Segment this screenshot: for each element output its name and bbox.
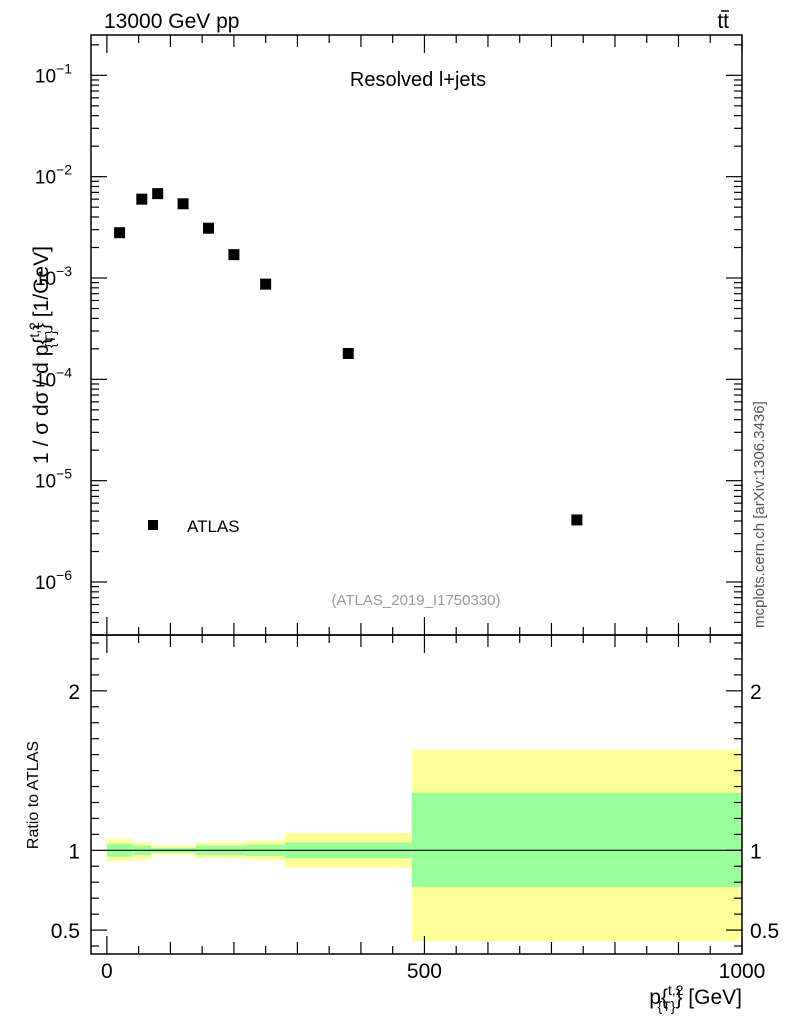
data-point (114, 227, 126, 239)
x-tick-label: 0 (101, 960, 113, 983)
main-y-tick-label-exp: −2 (56, 162, 72, 178)
process-label-t: t (717, 10, 723, 33)
main-plot-frame (90, 34, 743, 636)
data-point (136, 193, 148, 205)
main-y-tick-label: 10−5 (35, 466, 72, 493)
main-y-axis-tick-labels: 10−110−210−310−410−510−6 (35, 60, 72, 594)
main-y-tick-label-base: 10 (35, 370, 56, 391)
ratio-y-axis-ticks (91, 642, 742, 947)
svg-text:1 / σ dσ / d p{t,2{T}} [1/GeV]: 1 / σ dσ / d p{t,2{T}} [1/GeV] (26, 246, 58, 464)
main-y-axis-ticks (91, 44, 742, 636)
data-point (342, 347, 354, 359)
y-title-prefix: 1 / σ dσ / d p (30, 345, 53, 464)
main-y-tick-label-exp: −6 (56, 567, 72, 583)
main-y-tick-label-exp: −4 (56, 364, 72, 380)
main-y-tick-label-exp: −5 (56, 466, 72, 482)
ratio-y-tick-label-right: 0.5 (750, 920, 779, 943)
main-y-tick-label: 10−1 (35, 60, 72, 87)
ratio-y-axis-tick-labels: 0.5 0.5 1 1 2 2 (51, 681, 779, 943)
main-y-tick-label: 10−6 (35, 567, 72, 594)
data-points (114, 188, 583, 526)
x-axis-title: p{t,2 {T}} [GeV] (649, 982, 742, 1014)
legend: ATLAS (148, 517, 240, 536)
y-title-suffix: } [1/GeV] (30, 246, 53, 330)
data-point (571, 514, 583, 526)
data-point (260, 278, 272, 290)
plot-title: Resolved l+jets (350, 69, 486, 91)
main-y-tick-label: 10−3 (35, 263, 72, 290)
data-point (152, 188, 164, 200)
data-point (202, 222, 214, 234)
x-title-sup: t,2 (668, 982, 684, 998)
ratio-y-axis-title: Ratio to ATLAS (25, 741, 42, 849)
x-title-sub: {T} (658, 998, 676, 1014)
main-y-tick-label-base: 10 (35, 269, 56, 290)
ratio-y-tick-label-left: 1 (68, 840, 80, 863)
main-y-tick-label: 10−2 (35, 162, 72, 189)
data-point (177, 198, 189, 210)
data-point (228, 249, 240, 261)
process-label-tbar: t (723, 10, 729, 33)
main-y-tick-label-base: 10 (35, 66, 56, 87)
main-y-tick-label: 10−4 (35, 364, 72, 391)
x-title-suffix: } [GeV] (675, 986, 742, 1009)
svg-text:tt: tt (717, 10, 729, 33)
analysis-id-label: (ATLAS_2019_I1750330) (331, 592, 500, 609)
ratio-y-tick-label-right: 1 (750, 840, 762, 863)
ratio-plot-frame (90, 634, 743, 955)
legend-marker (148, 520, 158, 530)
collision-energy-label: 13000 GeV pp (104, 10, 239, 33)
ratio-y-tick-label-right: 2 (750, 681, 762, 704)
main-y-tick-label-base: 10 (35, 168, 56, 189)
ratio-y-tick-label-left: 0.5 (51, 920, 80, 943)
x-title-base: p (649, 986, 661, 1009)
y-title-sup: t,2 (26, 322, 42, 338)
side-watermark-label: mcplots.cern.ch [arXiv:1306.3436] (751, 401, 768, 628)
y-title-brace: { (30, 338, 53, 345)
y-title-sub: {T} (42, 330, 58, 348)
ratio-plot-panel: 0.5 0.51 12 2 0 500 1000 Ratio to ATLAS p{t,2… (25, 35, 779, 1014)
main-y-tick-label-exp: −1 (56, 60, 72, 76)
ratio-y-tick-label-left: 2 (68, 681, 80, 704)
main-y-axis-title: 1 / σ dσ / d p{t,2{T}} [1/GeV] (26, 246, 58, 464)
legend-entry-atlas: ATLAS (187, 517, 240, 536)
x-title-brace: { (661, 986, 668, 1009)
svg-text:p{t,2{T}} [GeV]: p{t,2 {T}} [GeV] (649, 982, 742, 1014)
x-tick-label: 500 (407, 960, 442, 983)
x-tick-label: 1000 (719, 960, 766, 983)
main-y-tick-label-exp: −3 (56, 263, 72, 279)
process-label: tt (717, 10, 729, 33)
x-axis-ticks (106, 35, 743, 954)
main-y-tick-label-base: 10 (35, 472, 56, 493)
ratio-band-inner (411, 792, 742, 888)
main-y-tick-label-base: 10 (35, 573, 56, 594)
main-plot-panel: 10−110−210−310−410−510−6 Resolved l+jets… (26, 34, 743, 636)
x-axis-tick-labels: 0 500 1000 (101, 960, 765, 983)
ratio-bands (106, 749, 742, 942)
